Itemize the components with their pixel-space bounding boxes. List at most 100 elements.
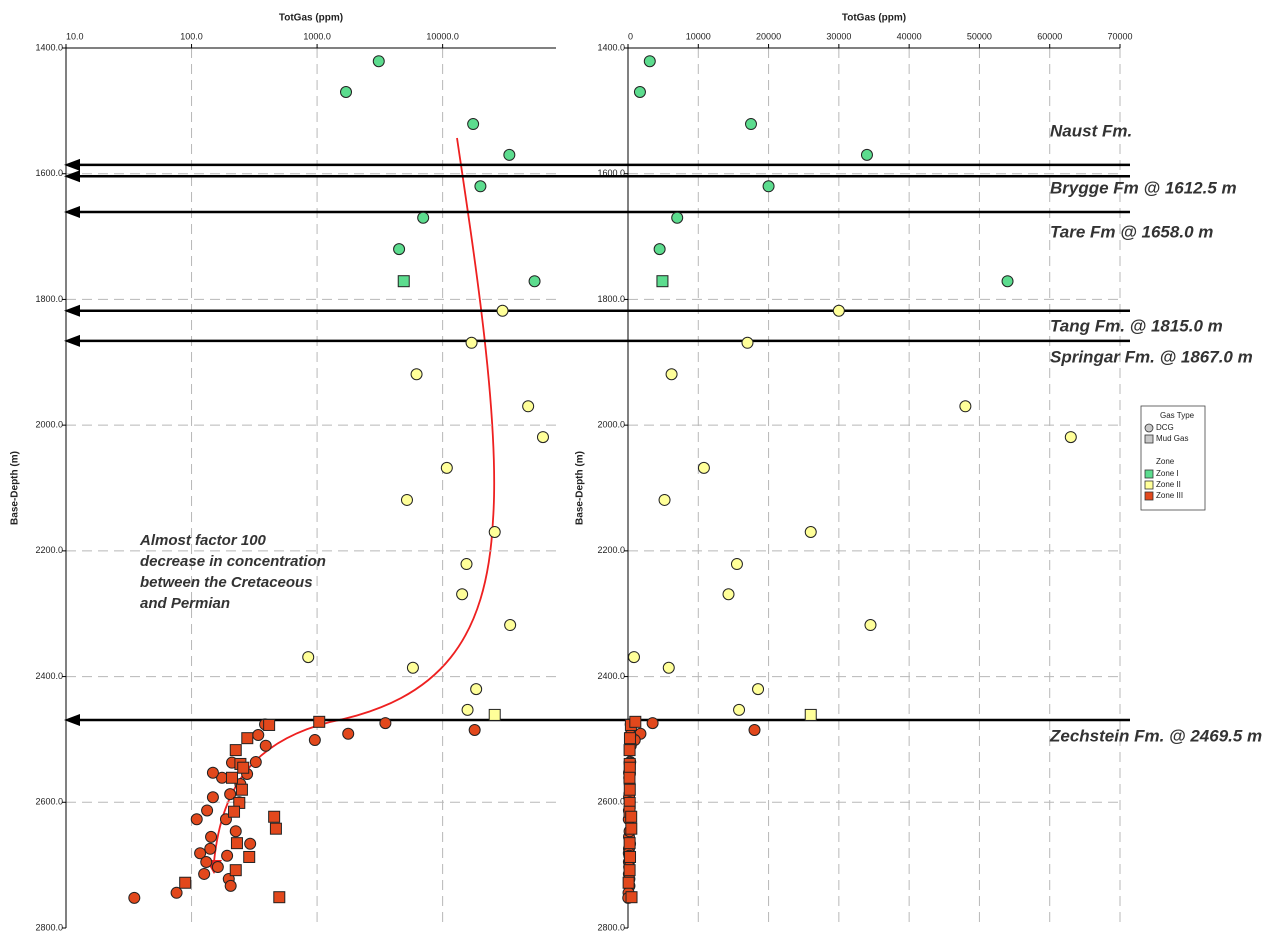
point: [625, 822, 638, 835]
point: [643, 55, 656, 68]
point: [1001, 275, 1014, 288]
point: [662, 661, 675, 674]
point: [488, 708, 501, 721]
point: [697, 461, 710, 474]
point: [379, 717, 392, 730]
point: [241, 732, 254, 745]
y-tick-label: 2400.0: [597, 671, 625, 681]
formation-arrow: [64, 170, 80, 183]
y-axis-title: Base-Depth (m): [575, 451, 586, 525]
point: [259, 739, 272, 752]
point: [804, 708, 817, 721]
x-tick-label: 10000: [686, 31, 711, 41]
point: [249, 756, 262, 769]
x-axis-title: TotGas (ppm): [279, 13, 343, 24]
legend-label: Mud Gas: [1156, 434, 1188, 443]
point: [488, 526, 501, 538]
point: [342, 727, 355, 740]
point: [658, 493, 671, 506]
point: [224, 788, 237, 801]
point: [468, 724, 481, 736]
point: [671, 211, 684, 224]
x-tick-label: 10000.0: [426, 31, 459, 41]
y-tick-label: 2800.0: [35, 922, 63, 931]
y-tick-label: 2200.0: [597, 545, 625, 555]
point: [229, 864, 242, 877]
formation-arrow: [64, 158, 80, 171]
point: [656, 275, 669, 288]
point: [504, 619, 517, 632]
legend-label: Zone I: [1156, 469, 1179, 478]
point: [268, 810, 281, 823]
formation-label: Tang Fm. @ 1815.0 m: [1050, 316, 1223, 335]
point: [228, 805, 241, 818]
point: [206, 791, 219, 804]
point: [623, 771, 636, 784]
x-tick-label: 100.0: [180, 31, 203, 41]
point: [456, 588, 469, 601]
point: [224, 879, 237, 892]
point: [752, 683, 765, 696]
point: [633, 86, 646, 98]
point: [646, 717, 659, 730]
point: [243, 850, 256, 863]
trend-arrow: [213, 137, 496, 863]
point: [440, 461, 453, 474]
point: [474, 180, 487, 193]
x-tick-label: 1000.0: [303, 31, 331, 41]
legend-label: Zone III: [1156, 491, 1183, 500]
point: [522, 400, 535, 413]
point: [623, 761, 636, 774]
point: [627, 651, 640, 664]
x-tick-label: 0: [628, 31, 633, 41]
point: [623, 783, 636, 796]
y-axis-title: Base-Depth (m): [10, 451, 21, 525]
grid: [66, 48, 1121, 928]
point: [179, 876, 192, 889]
point: [397, 275, 410, 288]
point: [467, 118, 480, 131]
point: [340, 86, 353, 98]
x-axis-title: TotGas (ppm): [842, 13, 906, 24]
formation-label: Springar Fm. @ 1867.0 m: [1050, 347, 1253, 366]
point: [302, 651, 315, 664]
point: [629, 715, 642, 728]
point: [308, 734, 321, 747]
point: [623, 837, 636, 850]
formation-label: Tare Fm @ 1658.0 m: [1050, 222, 1213, 241]
formation-label: Naust Fm.: [1050, 121, 1132, 140]
point: [393, 243, 406, 256]
annotation: and Permian: [140, 595, 230, 612]
y-tick-label: 1400.0: [35, 42, 63, 52]
point: [410, 368, 423, 381]
legend-swatch: [1144, 469, 1154, 479]
y-tick-label: 2000.0: [597, 420, 625, 430]
point: [204, 842, 217, 855]
x-tick-label: 50000: [967, 31, 992, 41]
point: [406, 661, 419, 674]
point: [237, 761, 250, 774]
x-tick-label: 10.0: [66, 31, 84, 41]
annotation: between the Cretaceous: [140, 574, 313, 591]
legend-swatch: [1144, 491, 1154, 501]
point: [528, 275, 541, 288]
x-tick-label: 30000: [826, 31, 851, 41]
point: [503, 148, 516, 161]
x-tick-label: 40000: [897, 31, 922, 41]
point: [625, 810, 638, 823]
point: [205, 830, 218, 843]
y-tick-label: 2800.0: [597, 922, 625, 931]
x-tick-label: 60000: [1037, 31, 1062, 41]
formation-arrow: [64, 334, 80, 347]
legend-title: Zone: [1156, 457, 1175, 466]
point: [959, 400, 972, 413]
y-tick-label: 1800.0: [35, 294, 63, 304]
y-tick-label: 2400.0: [35, 671, 63, 681]
point: [170, 886, 183, 899]
point: [733, 703, 746, 716]
formation-arrow: [64, 713, 80, 726]
legend-label: DCG: [1156, 423, 1174, 432]
point: [653, 243, 666, 256]
point: [623, 744, 636, 757]
point: [730, 558, 743, 571]
